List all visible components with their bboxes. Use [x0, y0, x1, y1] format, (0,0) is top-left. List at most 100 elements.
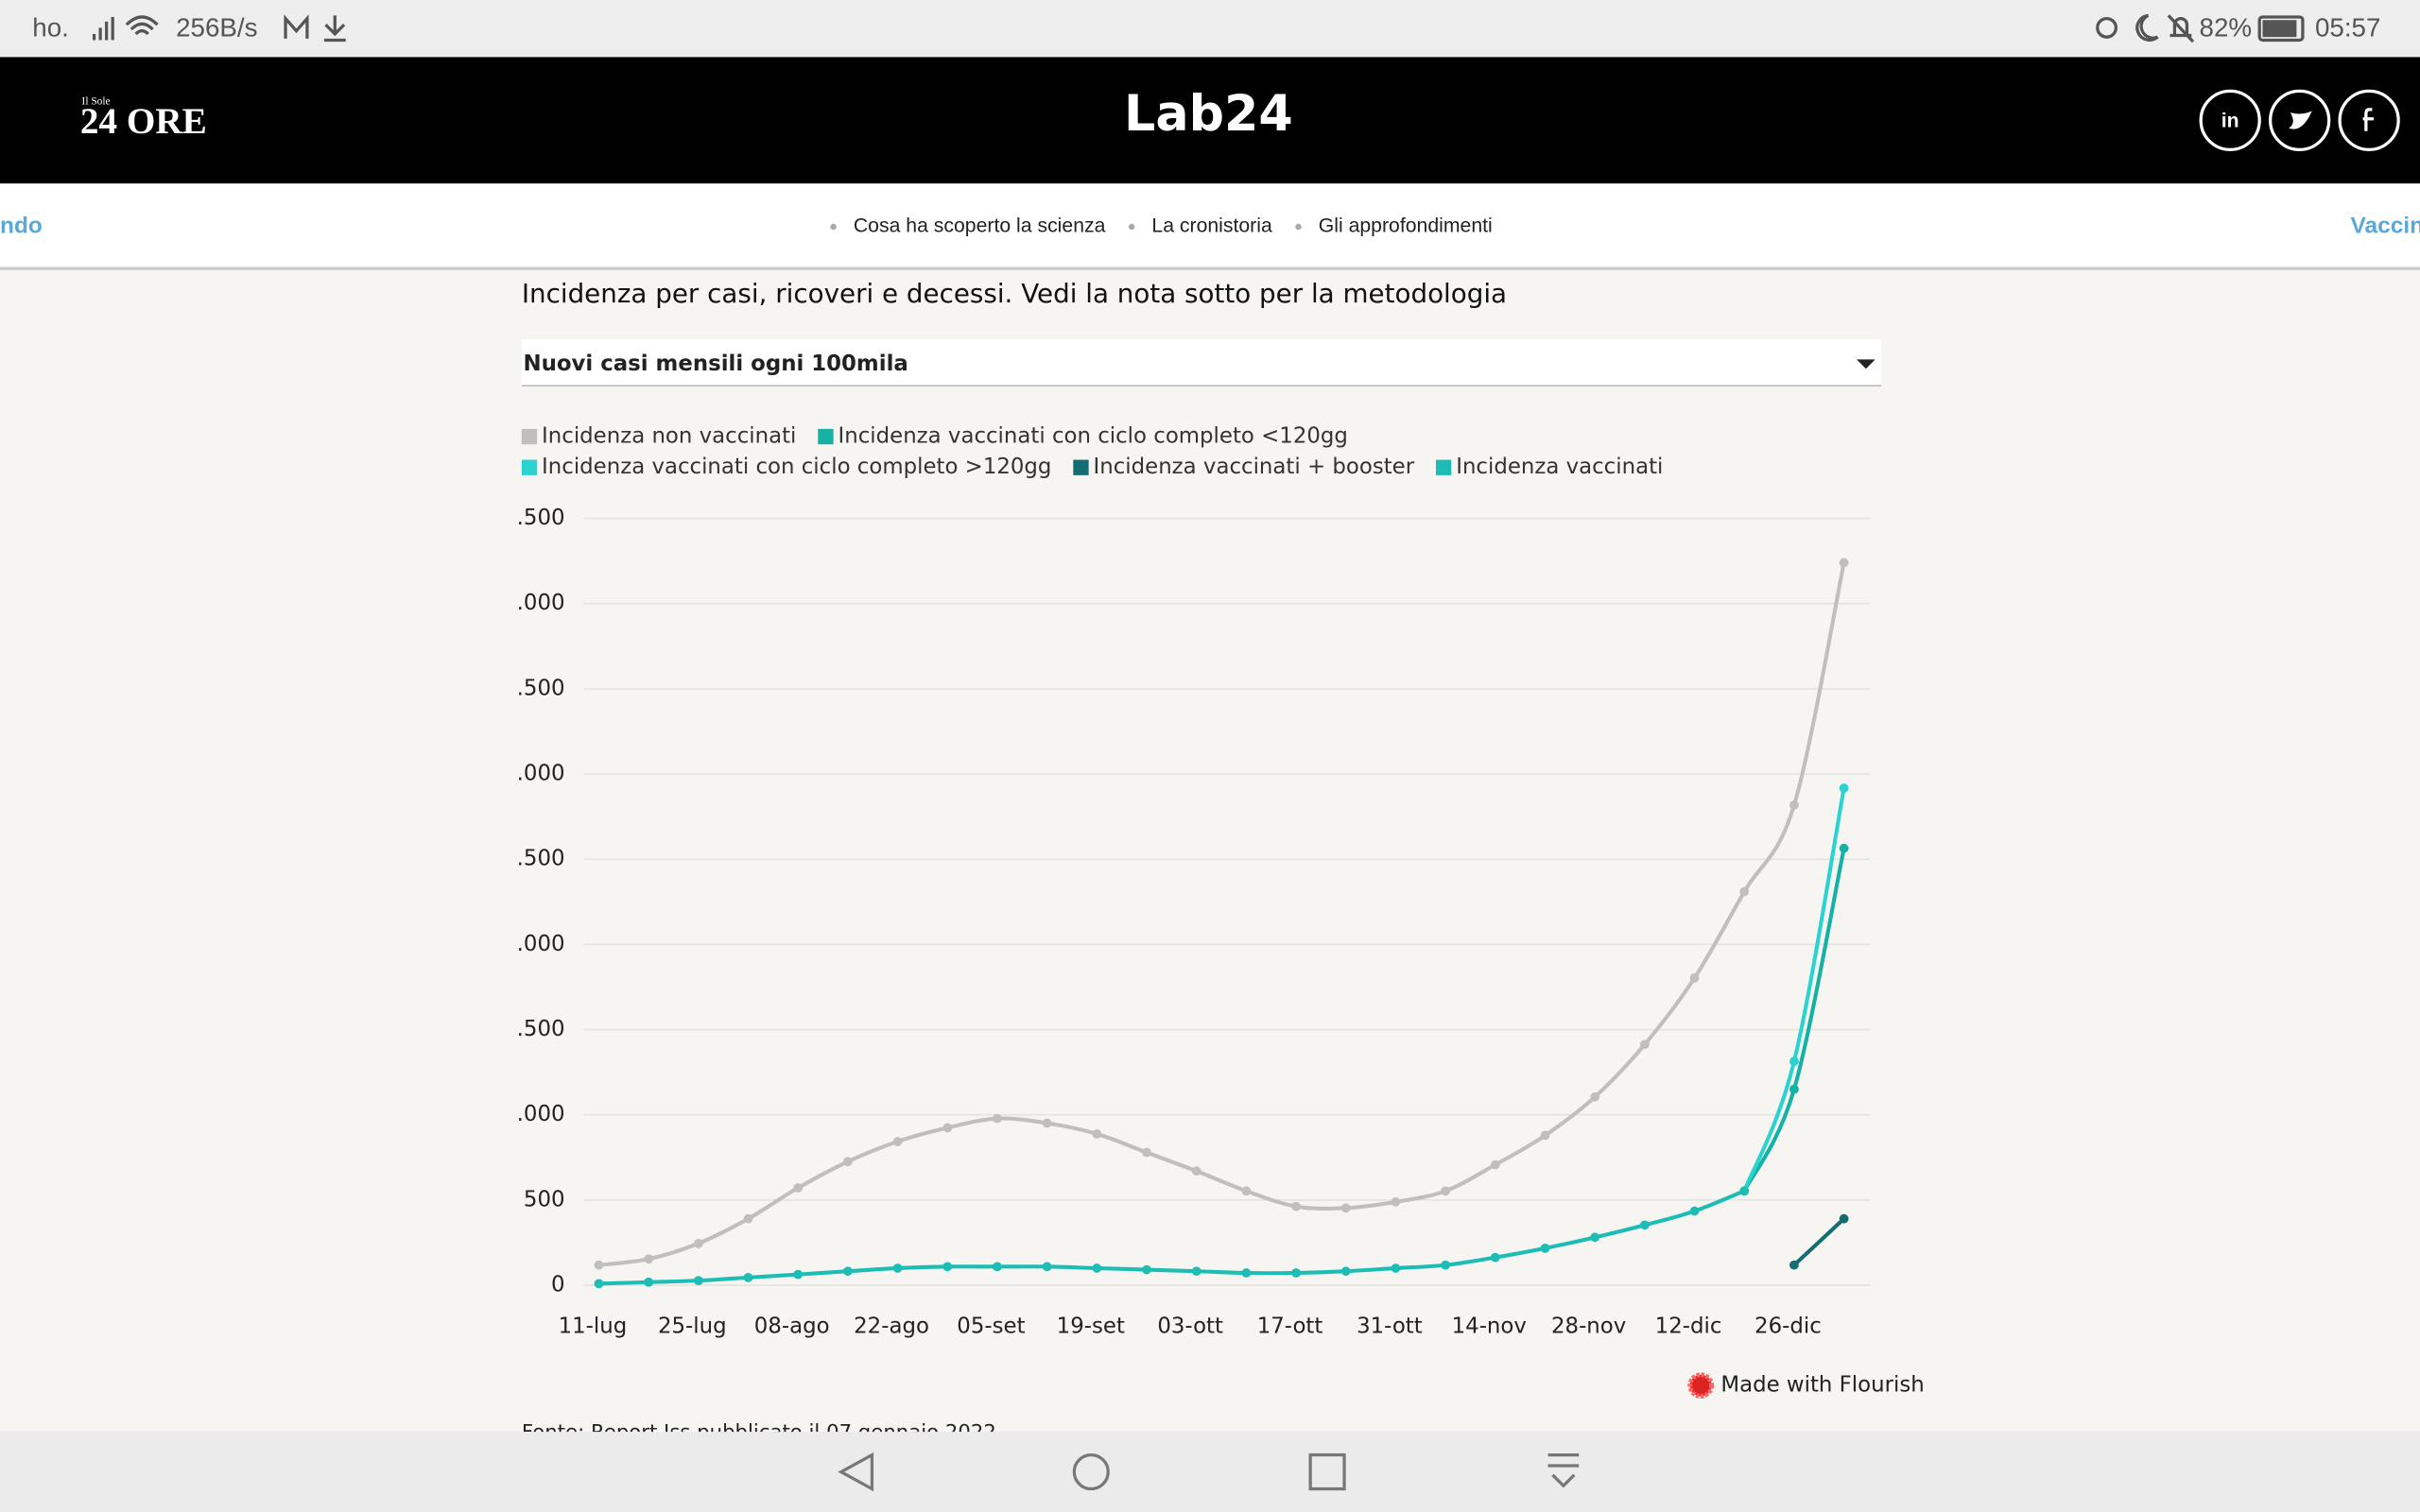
- data-point: [892, 1137, 903, 1146]
- legend-label: Incidenza vaccinati con ciclo completo >…: [542, 455, 1051, 479]
- data-point: [1590, 1091, 1600, 1102]
- data-point: [743, 1272, 753, 1282]
- data-point: [1540, 1130, 1550, 1141]
- recents-button[interactable]: [1308, 1452, 1346, 1491]
- y-tick-label: .500: [517, 676, 565, 700]
- x-tick-label: 31-ott: [1357, 1314, 1423, 1339]
- y-tick-label: .000: [517, 762, 565, 786]
- logo[interactable]: 24 ORE: [80, 101, 207, 142]
- data-point: [1739, 1186, 1750, 1196]
- linkedin-button[interactable]: [2199, 89, 2261, 151]
- data-point: [993, 1113, 1002, 1124]
- x-tick-label: 28-nov: [1551, 1314, 1626, 1339]
- data-point: [1092, 1263, 1102, 1273]
- x-tick-label: 03-ott: [1157, 1314, 1223, 1339]
- brand[interactable]: Lab24: [1124, 86, 1293, 143]
- data-point: [693, 1276, 703, 1286]
- twitter-button[interactable]: [2269, 89, 2331, 151]
- dropdown-arrow: [1857, 359, 1876, 369]
- nav-bullet: [1128, 223, 1135, 231]
- data-point: [1340, 1266, 1351, 1277]
- carrier: ho.: [32, 12, 69, 42]
- data-point: [793, 1269, 804, 1280]
- x-tick-label: 08-ago: [754, 1314, 830, 1339]
- data-point: [644, 1254, 654, 1264]
- facebook-icon: [2362, 108, 2375, 131]
- data-point: [1839, 1213, 1849, 1224]
- y-tick-label: .000: [517, 1102, 565, 1126]
- data-point: [1789, 799, 1799, 810]
- data-point: [1739, 886, 1750, 897]
- eye-icon: [2096, 16, 2118, 39]
- nav-item[interactable]: Cosa ha scoperto la scienza: [854, 215, 1106, 237]
- data-point: [1839, 783, 1849, 793]
- series-line: [1742, 848, 1846, 1193]
- data-point: [1042, 1262, 1052, 1272]
- nav-items: Cosa ha scoperto la scienza La cronistori…: [830, 215, 1493, 237]
- data-point: [1689, 972, 1700, 983]
- data-point: [1789, 1057, 1799, 1066]
- data-point: [1639, 1040, 1650, 1050]
- nav-item[interactable]: Gli approfondimenti: [1319, 215, 1493, 237]
- wifi-icon: [125, 15, 159, 36]
- site-header: [0, 57, 2420, 184]
- nav-item[interactable]: La cronistoria: [1151, 215, 1272, 237]
- y-tick-label: .500: [517, 1017, 565, 1041]
- facebook-button[interactable]: [2338, 89, 2400, 151]
- data-point: [1340, 1203, 1351, 1213]
- nav-right[interactable]: Vaccin: [2351, 213, 2420, 238]
- data-point: [1142, 1147, 1151, 1158]
- y-tick-label: .500: [517, 506, 565, 530]
- data-point: [993, 1262, 1002, 1272]
- legend-swatch: [521, 459, 538, 475]
- dropdown[interactable]: [521, 339, 1882, 387]
- signal-icon: [92, 16, 114, 41]
- data-point: [1241, 1268, 1252, 1278]
- linkedin-label: in: [2221, 111, 2239, 132]
- y-tick-label: 500: [524, 1187, 565, 1211]
- data-point: [793, 1183, 804, 1193]
- data-point: [842, 1157, 853, 1167]
- nav-bar: [0, 183, 2420, 267]
- dropdown-label: Nuovi casi mensili ogni 100mila: [523, 352, 908, 376]
- moon-icon: [2135, 13, 2159, 43]
- x-tick-label: 19-set: [1057, 1314, 1125, 1339]
- data-point: [1391, 1196, 1401, 1207]
- y-tick-label: 0: [551, 1272, 565, 1297]
- data-point: [1839, 558, 1849, 568]
- x-tick-label: 11-lug: [559, 1314, 628, 1339]
- x-tick-label: 25-lug: [658, 1314, 727, 1339]
- legend-label: Incidenza vaccinati: [1456, 455, 1663, 479]
- notification-button[interactable]: [1547, 1452, 1580, 1488]
- home-button[interactable]: [1072, 1452, 1110, 1491]
- x-tick-label: 26-dic: [1754, 1314, 1822, 1339]
- data-point: [1540, 1243, 1550, 1253]
- status-bar: [0, 0, 2420, 58]
- legend-swatch: [818, 428, 834, 445]
- twitter-icon: [2289, 111, 2312, 129]
- data-point: [1490, 1160, 1500, 1170]
- data-point: [1241, 1186, 1252, 1196]
- chart: Incidenza non vaccinati Incidenza vaccina…: [517, 424, 1871, 1339]
- x-tick-label: 22-ago: [854, 1314, 929, 1339]
- data-point: [1441, 1260, 1451, 1270]
- nav-left[interactable]: ndo: [0, 213, 43, 238]
- data-point: [1689, 1206, 1700, 1216]
- net-speed: 256B/s: [176, 12, 257, 42]
- credit[interactable]: Made with Flourish: [1720, 1373, 1924, 1398]
- data-point: [644, 1277, 654, 1287]
- nav-bullet: [1295, 223, 1302, 231]
- data-point: [1839, 843, 1849, 853]
- y-tick-label: .500: [517, 847, 565, 871]
- data-point: [1191, 1166, 1201, 1177]
- mute-icon: [2167, 14, 2195, 43]
- back-button[interactable]: [838, 1452, 874, 1492]
- x-tick-label: 05-set: [957, 1314, 1025, 1339]
- data-point: [1789, 1260, 1799, 1270]
- data-point: [1441, 1186, 1451, 1196]
- data-point: [942, 1123, 953, 1133]
- data-point: [594, 1279, 604, 1289]
- download-icon: [323, 15, 346, 43]
- nav-bullet: [830, 223, 837, 231]
